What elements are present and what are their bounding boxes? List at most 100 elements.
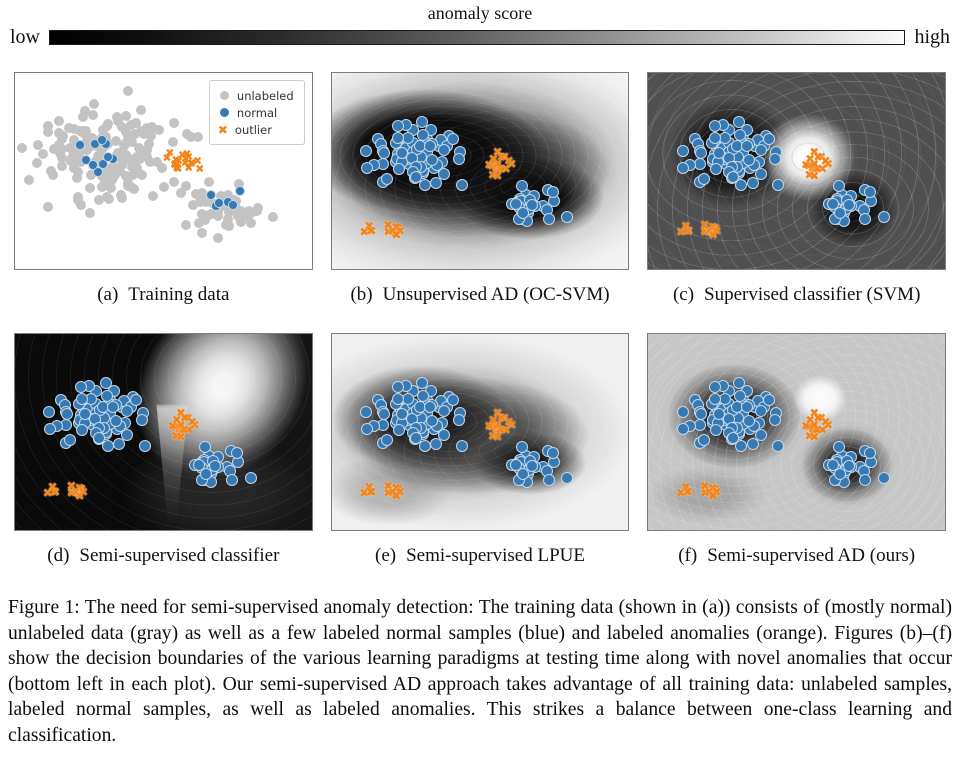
unlabeled-point — [205, 208, 216, 219]
normal-point — [426, 415, 439, 428]
unlabeled-point — [32, 158, 43, 168]
unlabeled-point — [267, 212, 278, 223]
outlier-point: ✖ — [704, 485, 715, 500]
normal-point — [438, 167, 451, 180]
outlier-point: ✖ — [171, 429, 182, 444]
outlier-point: ✖ — [709, 220, 720, 235]
unlabeled-point — [181, 181, 192, 192]
unlabeled-point — [148, 190, 159, 201]
normal-point — [100, 389, 113, 402]
normal-point — [418, 440, 431, 453]
outlier-point: ✖ — [683, 485, 694, 500]
unlabeled-point — [85, 208, 96, 219]
outlier-point: ✖ — [680, 480, 691, 495]
colorbar-title: anomaly score — [427, 3, 533, 23]
unlabeled-marker-icon — [219, 91, 229, 100]
normal-point — [709, 423, 722, 436]
normal-point — [833, 467, 846, 480]
unlabeled-point — [43, 201, 54, 212]
outlier-point: ✖ — [807, 422, 818, 437]
normal-point — [44, 423, 57, 436]
outlier-point: ✖ — [171, 412, 182, 427]
normal-point — [547, 447, 560, 460]
outlier-point: ✖ — [492, 168, 503, 183]
outlier-point: ✖ — [182, 147, 192, 161]
outlier-point: ✖ — [70, 485, 81, 500]
normal-point — [740, 139, 753, 152]
normal-point — [109, 415, 122, 428]
normal-point — [833, 206, 846, 219]
unlabeled-point — [73, 167, 84, 178]
normal-point — [708, 381, 721, 394]
unlabeled-point — [81, 144, 92, 155]
unlabeled-point — [112, 147, 123, 158]
outlier-point: ✖ — [189, 418, 200, 433]
unlabeled-point — [137, 170, 147, 181]
outlier-point: ✖ — [809, 156, 820, 171]
normal-point — [446, 133, 459, 146]
unlabeled-point — [251, 206, 262, 217]
normal-point — [517, 206, 530, 219]
unlabeled-point — [123, 131, 134, 142]
outlier-point: ✖ — [175, 419, 186, 434]
unlabeled-point — [101, 191, 112, 202]
outlier-point: ✖ — [74, 480, 85, 495]
unlabeled-point — [133, 154, 144, 165]
outlier-point: ✖ — [366, 485, 377, 500]
outlier-point: ✖ — [810, 162, 821, 177]
normal-point — [209, 460, 222, 473]
outlier-point: ✖ — [490, 161, 501, 176]
unlabeled-point — [57, 153, 68, 164]
normal-point — [517, 467, 530, 480]
normal-point — [547, 186, 560, 199]
outlier-point: ✖ — [175, 417, 186, 432]
normal-point — [139, 439, 152, 452]
unlabeled-point — [84, 183, 95, 194]
outlier-point: ✖ — [390, 480, 402, 495]
outlier-point: ✖ — [488, 412, 499, 427]
outlier-point: ✖ — [803, 158, 814, 173]
outlier-point: ✖ — [173, 161, 183, 175]
panel-supervised-svm: ✖ ✖ ✖ ✖ ✖ ✖ ✖ ✖ ✖ ✖ ✖ ✖ ✖ ✖ ✖ ✖ ✖ ✖ ✖ ✖ ✖ ✖ ✖ ✖ ✖ ✖ ✖ ✖ ✖ — [647, 72, 947, 270]
unlabeled-point — [195, 197, 206, 208]
normal-point — [193, 459, 206, 472]
outlier-point: ✖ — [170, 419, 181, 434]
normal-point — [859, 212, 872, 225]
unlabeled-point — [80, 106, 91, 117]
normal-marker-icon — [219, 108, 229, 117]
outlier-point: ✖ — [810, 423, 821, 438]
unlabeled-point — [146, 130, 157, 141]
outlier-point: ✖ — [682, 484, 693, 499]
unlabeled-point — [117, 157, 128, 168]
outlier-point: ✖ — [493, 162, 504, 177]
outlier-point: ✖ — [816, 150, 827, 164]
normal-point — [430, 438, 442, 450]
normal-point — [392, 381, 405, 394]
unlabeled-point — [68, 162, 79, 173]
normal-point — [733, 389, 746, 402]
outlier-point: ✖ — [809, 406, 820, 421]
outlier-point: ✖ — [175, 406, 186, 421]
unlabeled-point — [129, 183, 140, 194]
colorbar-high-label: high — [914, 26, 950, 48]
normal-point — [740, 400, 753, 413]
outlier-point: ✖ — [186, 157, 197, 171]
unlabeled-point — [122, 177, 133, 188]
unlabeled-point — [112, 112, 123, 123]
outlier-point: ✖ — [50, 485, 61, 500]
outlier-point: ✖ — [171, 153, 181, 167]
legend-item-normal: normal — [218, 104, 294, 121]
normal-point — [113, 438, 126, 450]
unlabeled-point — [142, 144, 153, 155]
unlabeled-point — [108, 160, 119, 171]
normal-point — [424, 139, 436, 152]
outlier-point: ✖ — [390, 225, 401, 240]
normal-point — [735, 179, 748, 192]
unlabeled-point — [216, 190, 227, 201]
panel-unsupervised-ocsvm: ✖ ✖ ✖ ✖ ✖ ✖ ✖ ✖ ✖ ✖ ✖ ✖ ✖ ✖ ✖ ✖ ✖ ✖ ✖ ✖ ✖ ✖ ✖ ✖ ✖ ✖ ✖ ✖ ✖ — [330, 72, 630, 270]
unlabeled-point — [121, 137, 132, 148]
unlabeled-point — [85, 170, 96, 181]
outlier-point: ✖ — [66, 485, 77, 500]
normal-point — [772, 439, 785, 452]
normal-point — [234, 185, 245, 196]
